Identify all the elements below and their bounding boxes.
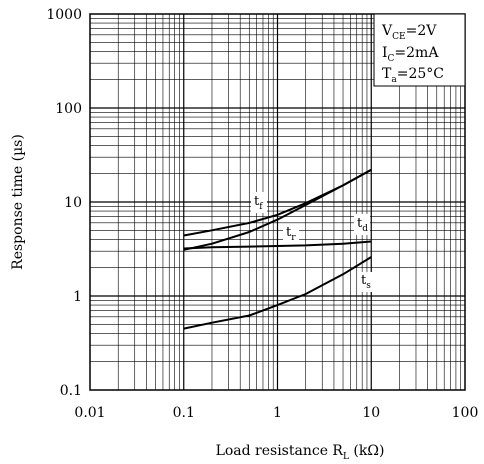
x-tick-label: 1 (273, 405, 282, 421)
y-axis-label: Response time (µs) (10, 134, 26, 270)
conditions-box (373, 13, 466, 87)
curve-label-td-sub: d (362, 224, 368, 234)
curve-label-tf-main: t (254, 194, 260, 209)
y-tick-label: 10 (64, 195, 82, 211)
y-tick-label: 1000 (46, 7, 82, 23)
condition-ic-sub: C (388, 54, 395, 64)
x-tick-label: 0.1 (173, 405, 195, 421)
curve-label-tr-main: t (286, 225, 292, 240)
condition-ta: Ta=25°C (382, 66, 444, 85)
y-tick-label: 100 (55, 101, 82, 117)
curve-label-ts-main: t (361, 273, 367, 288)
series-line-td (183, 240, 372, 250)
x-axis-label-main: Load resistance R (216, 443, 344, 459)
curve-label-tf: tf (251, 192, 267, 213)
condition-ta-sub: a (391, 75, 397, 85)
plot-curves (183, 168, 372, 330)
condition-ta-main: T (382, 66, 392, 82)
curve-label-ts-sub: s (366, 281, 371, 291)
x-tick-label: 0.01 (74, 405, 105, 421)
curve-label-td-main: t (357, 216, 363, 231)
condition-vce-sub: CE (392, 32, 405, 42)
y-tick-label: 0.1 (60, 383, 82, 399)
y-tick-label: 1 (73, 289, 82, 305)
y-tick-labels: 0.1 1 10 100 1000 (46, 7, 82, 399)
condition-ic-rest: =2mA (394, 45, 439, 61)
x-axis-label-unit: (kΩ) (349, 443, 384, 459)
svg-text:tf: tf (254, 194, 263, 212)
curve-label-ts: ts (358, 272, 374, 292)
curve-label-tr-sub: r (291, 233, 296, 243)
svg-text:ts: ts (361, 273, 371, 291)
condition-vce: VCE=2V (381, 23, 437, 42)
svg-text:td: td (357, 216, 368, 234)
plot-grid (90, 14, 465, 390)
x-tick-labels: 0.01 0.1 1 10 100 (74, 405, 478, 421)
series-line-tr (183, 168, 372, 251)
x-axis-label: Load resistance RL (kΩ) (216, 443, 385, 462)
condition-ic: IC=2mA (382, 45, 439, 64)
plot-frame (89, 13, 466, 391)
condition-vce-main: V (381, 23, 393, 39)
condition-vce-rest: =2V (406, 23, 438, 39)
x-axis-label-sub: L (343, 452, 349, 462)
condition-ta-rest: =25°C (397, 66, 444, 82)
curve-label-td: td (354, 214, 370, 235)
x-tick-label: 100 (452, 405, 479, 421)
series-line-ts (183, 256, 372, 330)
x-tick-label: 10 (362, 405, 380, 421)
curve-label-tr: tr (283, 224, 299, 243)
condition-ic-main: I (382, 45, 388, 61)
svg-text:tr: tr (286, 225, 296, 243)
curve-label-tf-sub: f (259, 202, 263, 212)
